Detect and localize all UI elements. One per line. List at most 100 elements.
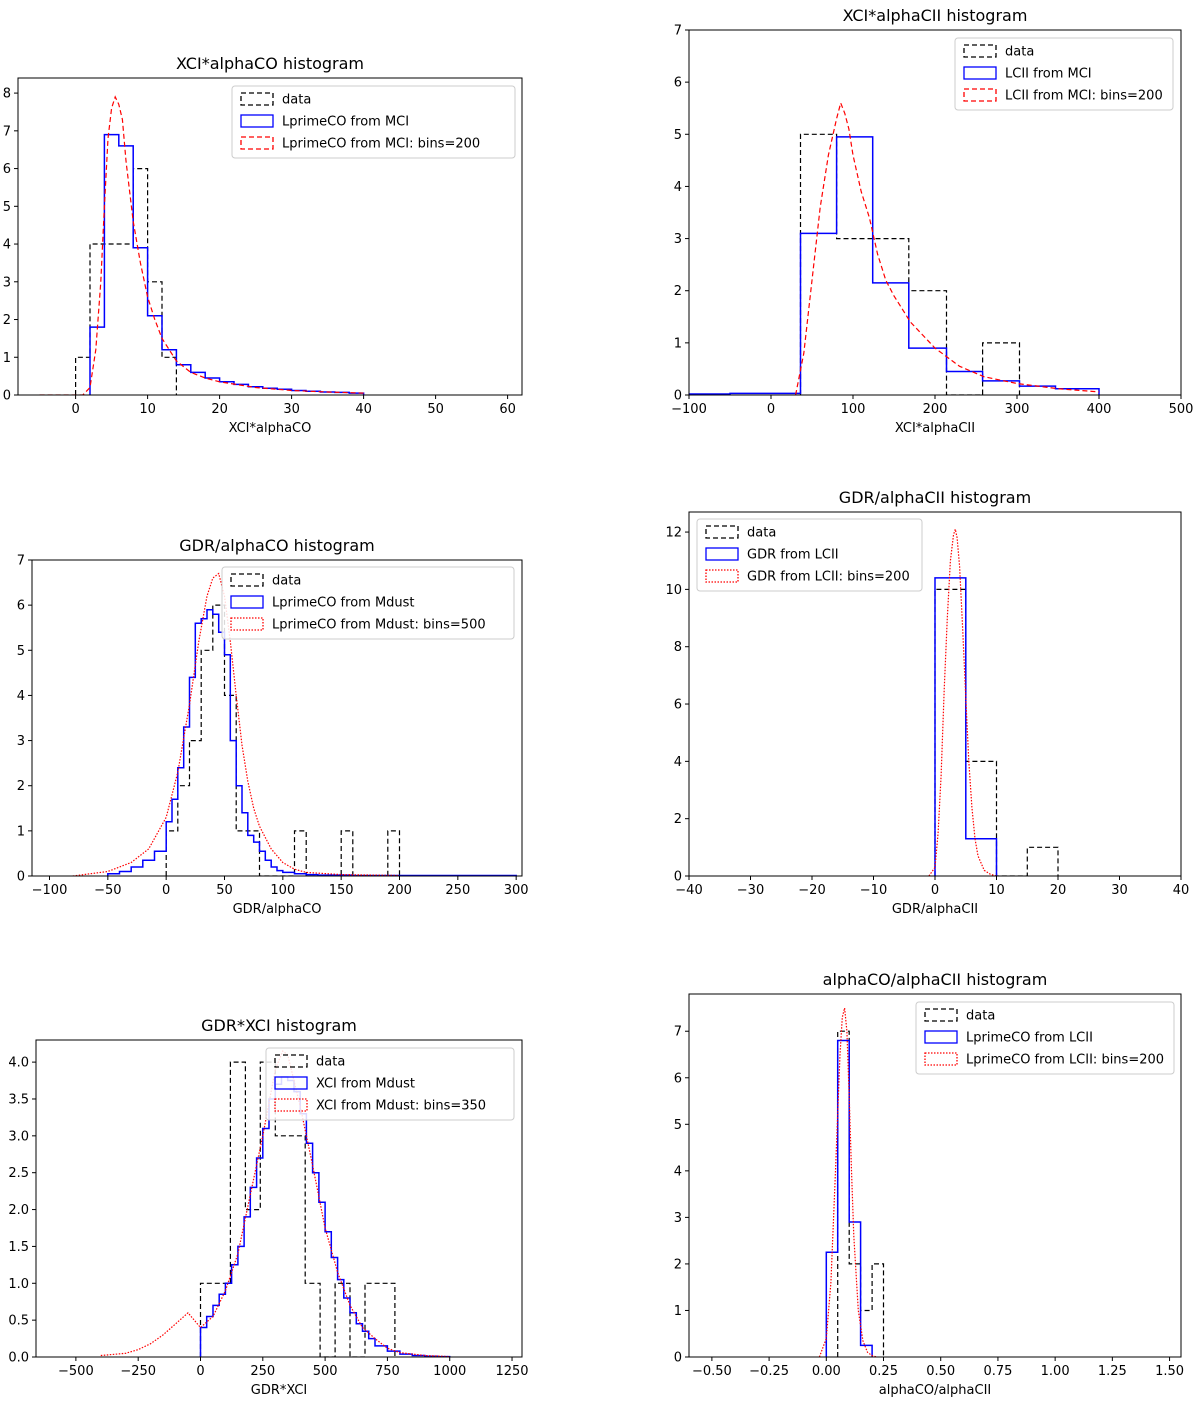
y-tick-label: 4 xyxy=(674,1164,682,1179)
x-axis-label: GDR/alphaCO xyxy=(233,902,322,917)
series-line xyxy=(107,608,517,876)
x-tick-label: 1.50 xyxy=(1155,1364,1184,1379)
y-tick-label: 0 xyxy=(3,389,11,404)
y-tick-label: 10 xyxy=(665,583,682,598)
x-tick-label: 0.00 xyxy=(812,1364,841,1379)
y-tick-label: 4 xyxy=(3,238,11,253)
legend-swatch xyxy=(274,1098,308,1112)
series-line xyxy=(934,577,998,876)
x-tick-label: 150 xyxy=(329,883,354,898)
legend-box xyxy=(915,1001,1175,1075)
y-tick-label: 2 xyxy=(17,779,25,794)
x-tick-label: 20 xyxy=(1050,883,1067,898)
legend-label: GDR from LCII xyxy=(747,548,839,563)
y-tick-label: 8 xyxy=(3,87,11,102)
axes-frame xyxy=(688,993,1182,1358)
y-tick-label: 4 xyxy=(674,755,682,770)
y-tick-label: 4 xyxy=(17,689,25,704)
x-tick-label: 400 xyxy=(1087,402,1112,417)
x-tick-label: 40 xyxy=(355,402,372,417)
y-tick-label: 6 xyxy=(3,162,11,177)
x-tick-label: 100 xyxy=(841,402,866,417)
y-tick-label: 5 xyxy=(674,128,682,143)
y-tick-label: 3 xyxy=(674,1211,682,1226)
series-line xyxy=(689,136,1100,395)
x-tick-label: 250 xyxy=(445,883,470,898)
chart-title: GDR*XCI histogram xyxy=(201,1016,357,1035)
legend-label: LCII from MCI xyxy=(1005,67,1092,82)
x-axis-label: alphaCO/alphaCII xyxy=(879,1383,992,1398)
x-axis-label: XCI*alphaCII xyxy=(895,421,975,436)
x-tick-label: 1000 xyxy=(433,1364,466,1379)
x-tick-label: 1.25 xyxy=(1098,1364,1127,1379)
x-tick-label: 0 xyxy=(767,402,775,417)
y-tick-label: 0.5 xyxy=(8,1314,29,1329)
chart-title: GDR/alphaCO histogram xyxy=(179,536,375,555)
series-group xyxy=(39,95,365,395)
x-tick-label: 30 xyxy=(283,402,300,417)
legend: data LprimeCO from Mdust LprimeCO from Mdu… xyxy=(221,566,515,640)
x-tick-label: 30 xyxy=(1111,883,1128,898)
legend-label: data xyxy=(272,574,301,589)
legend-box xyxy=(954,37,1174,111)
x-tick-label: 1250 xyxy=(495,1364,528,1379)
legend-label: data xyxy=(1005,45,1034,60)
legend-label: data xyxy=(747,526,776,541)
x-tick-label: 750 xyxy=(375,1364,400,1379)
y-tick-label: 1 xyxy=(674,1304,682,1319)
legend-swatch xyxy=(705,525,739,539)
y-tick-label: 1.0 xyxy=(8,1277,29,1292)
y-tick-label: 5 xyxy=(17,644,25,659)
x-tick-label: −20 xyxy=(798,883,825,898)
series-line xyxy=(818,1007,877,1357)
x-tick-label: 0 xyxy=(931,883,939,898)
axes-frame xyxy=(31,559,523,877)
x-tick-label: 0.25 xyxy=(869,1364,898,1379)
series-line xyxy=(89,133,365,395)
x-tick-label: 0 xyxy=(71,402,79,417)
x-tick-label: −0.50 xyxy=(692,1364,732,1379)
y-tick-label: 1 xyxy=(17,824,25,839)
y-tick-label: 7 xyxy=(17,554,25,569)
chart-panel: −100 0 100 200 300 400 50001234567XCI*alphaCII… xyxy=(671,6,1193,436)
x-tick-label: 10 xyxy=(139,402,156,417)
series-line xyxy=(825,1039,873,1357)
legend-label: LCII from MCI: bins=200 xyxy=(1005,89,1163,104)
legend-label: LprimeCO from Mdust xyxy=(272,596,415,611)
legend-swatch xyxy=(924,1030,958,1044)
y-tick-label: 3 xyxy=(3,275,11,290)
chart-title: XCI*alphaCO histogram xyxy=(176,54,364,73)
legend-box xyxy=(265,1047,515,1121)
x-tick-label: −30 xyxy=(737,883,764,898)
legend-swatch xyxy=(924,1052,958,1066)
series-line xyxy=(199,1061,396,1357)
series-line xyxy=(795,101,1100,395)
y-tick-label: 5 xyxy=(674,1118,682,1133)
x-tick-label: 500 xyxy=(313,1364,338,1379)
legend-swatch xyxy=(230,573,264,587)
chart-panel: −500 −250 0 250 500 750 1000 1250 0.0 0.5 1.0 1.5 2.… xyxy=(8,1016,528,1398)
y-tick-label: 0.0 xyxy=(8,1351,29,1366)
y-tick-label: 3.0 xyxy=(8,1129,29,1144)
legend-label: XCI from Mdust: bins=350 xyxy=(316,1099,486,1114)
chart-title: GDR/alphaCII histogram xyxy=(839,488,1031,507)
x-tick-label: −500 xyxy=(58,1364,94,1379)
legend: data LprimeCO from MCI LprimeCO from MCI: … xyxy=(231,85,516,159)
x-tick-label: 20 xyxy=(211,402,228,417)
x-tick-label: 40 xyxy=(1173,883,1190,898)
x-tick-label: −100 xyxy=(671,402,707,417)
legend-box xyxy=(221,566,515,640)
y-tick-label: 3.5 xyxy=(8,1092,29,1107)
y-tick-label: 0 xyxy=(674,870,682,885)
legend: data XCI from Mdust XCI from Mdust: bins=3… xyxy=(265,1047,515,1121)
y-tick-label: 4.0 xyxy=(8,1056,29,1071)
x-tick-label: −50 xyxy=(94,883,121,898)
legend-swatch xyxy=(274,1076,308,1090)
legend-swatch xyxy=(963,88,997,102)
legend-swatch xyxy=(230,617,264,631)
legend-label: data xyxy=(282,93,311,108)
x-tick-label: 200 xyxy=(387,883,412,898)
series-line xyxy=(799,133,1021,395)
series-line xyxy=(72,572,400,876)
y-tick-label: 3 xyxy=(674,232,682,247)
